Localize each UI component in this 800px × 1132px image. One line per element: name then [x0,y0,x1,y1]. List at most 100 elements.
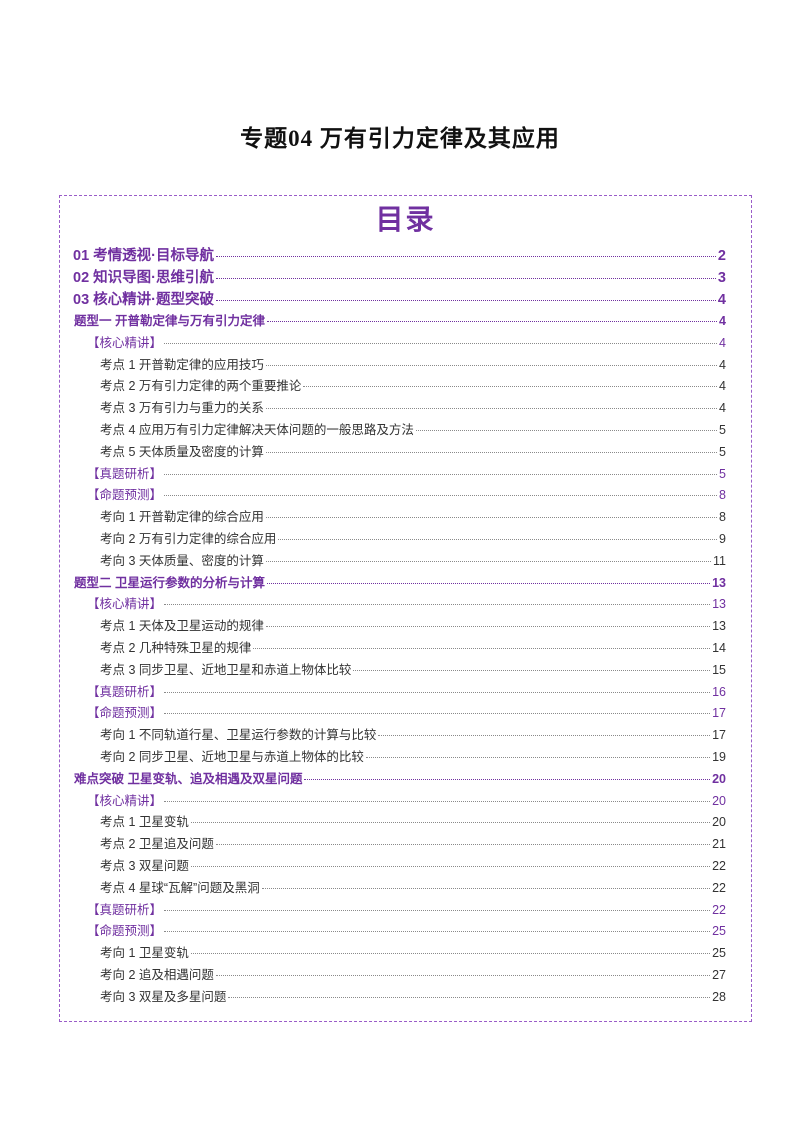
toc-dot-leader [265,364,718,366]
toc-entry-page-number: 25 [712,946,726,961]
toc-entry-title: 考点 1 卫星变轨 [100,815,189,830]
toc-entry-title: 考向 1 卫星变轨 [100,946,189,961]
toc-entry[interactable]: 考向 1 不同轨道行星、卫星运行参数的计算与比较 17 [60,724,751,746]
toc-entry[interactable]: 考点 2 几种特殊卫星的规律 14 [60,637,751,659]
toc-dot-leader [190,822,711,824]
toc-dot-leader [378,735,711,737]
toc-entry-title: 02 知识导图·思维引航 [73,270,214,286]
toc-entry-page-number: 2 [717,248,726,264]
toc-entry-page-number: 22 [712,858,726,873]
toc-entry-page-number: 11 [713,553,726,568]
toc-dot-leader [190,865,711,867]
toc-entry-title: 【核心精讲】 [87,793,163,808]
toc-dot-leader [164,342,718,344]
toc-entry-title: 【真题研析】 [87,684,163,699]
toc-entry-title: 考点 2 卫星追及问题 [100,837,214,852]
toc-dot-leader [353,669,711,671]
toc-entry-page-number: 15 [712,662,726,677]
toc-entry[interactable]: 考向 1 开普勒定律的综合应用 8 [60,506,751,528]
toc-dot-leader [215,974,711,976]
toc-entry-page-number: 5 [719,444,726,459]
toc-entry-page-number: 20 [712,771,726,786]
toc-entry-page-number: 8 [719,510,726,525]
toc-dot-leader [265,451,718,453]
toc-entry[interactable]: 【核心精讲】 13 [60,593,751,615]
toc-dot-leader [265,517,718,519]
toc-entry[interactable]: 考点 1 天体及卫星运动的规律 13 [60,615,751,637]
toc-entry-title: 考点 3 万有引力与重力的关系 [100,401,264,416]
toc-entry-page-number: 13 [712,597,726,612]
table-of-contents-box: 目录 01 考情透视·目标导航 2 02 知识导图·思维引航 3 03 核心精讲·题型突… [59,195,752,1022]
toc-entry[interactable]: 考点 3 万有引力与重力的关系 4 [60,397,751,419]
toc-entry[interactable]: 难点突破 卫星变轨、追及相遇及双星问题 20 [60,768,751,790]
toc-entry[interactable]: 【命题预测】 17 [60,702,751,724]
toc-entry-page-number: 4 [717,292,726,308]
toc-entry-title: 【真题研析】 [87,466,163,481]
toc-entry[interactable]: 考点 3 同步卫星、近地卫星和赤道上物体比较 15 [60,659,751,681]
toc-entry[interactable]: 【真题研析】 5 [60,463,751,485]
toc-entry-title: 考向 1 开普勒定律的综合应用 [100,510,264,525]
toc-entry-title: 考向 3 双星及多星问题 [100,989,227,1004]
toc-entry-page-number: 4 [719,379,726,394]
toc-entry[interactable]: 考向 2 追及相遇问题 27 [60,964,751,986]
toc-entry[interactable]: 02 知识导图·思维引航 3 [60,266,751,288]
toc-entry[interactable]: 考点 1 开普勒定律的应用技巧 4 [60,354,751,376]
toc-dot-leader [365,756,711,758]
toc-entry[interactable]: 【命题预测】 25 [60,920,751,942]
toc-entry[interactable]: 题型一 开普勒定律与万有引力定律 4 [60,310,751,332]
toc-entry[interactable]: 考向 2 同步卫星、近地卫星与赤道上物体的比较 19 [60,746,751,768]
toc-entry-page-number: 16 [712,684,726,699]
toc-entry-title: 【真题研析】 [87,902,163,917]
toc-entry[interactable]: 考点 5 天体质量及密度的计算 5 [60,441,751,463]
toc-entry[interactable]: 【真题研析】 22 [60,899,751,921]
toc-entry-title: 【命题预测】 [87,488,163,503]
toc-entry[interactable]: 考向 3 双星及多星问题 28 [60,986,751,1008]
toc-entry[interactable]: 考点 2 万有引力定律的两个重要推论 4 [60,375,751,397]
toc-entry[interactable]: 考点 4 星球“瓦解”问题及黑洞 22 [60,877,751,899]
toc-dot-leader [216,300,716,301]
toc-entry-page-number: 5 [719,422,726,437]
toc-entry[interactable]: 考点 1 卫星变轨 20 [60,811,751,833]
toc-entry-page-number: 19 [712,749,726,764]
toc-dot-leader [164,691,711,693]
toc-entry[interactable]: 考向 1 卫星变轨 25 [60,942,751,964]
toc-entry-page-number: 17 [712,706,726,721]
toc-entry[interactable]: 考点 2 卫星追及问题 21 [60,833,751,855]
toc-entry[interactable]: 考点 4 应用万有引力定律解决天体问题的一般思路及方法 5 [60,419,751,441]
toc-dot-leader [164,604,711,606]
toc-entry-page-number: 27 [712,967,726,982]
toc-dot-leader [164,713,711,715]
toc-dot-leader [415,429,718,431]
toc-entry-page-number: 5 [719,466,726,481]
toc-heading: 目录 [375,204,436,235]
toc-dot-leader [216,256,716,257]
toc-entry[interactable]: 【真题研析】 16 [60,681,751,703]
toc-entry[interactable]: 【核心精讲】 20 [60,790,751,812]
toc-entry[interactable]: 考点 3 双星问题 22 [60,855,751,877]
toc-list: 01 考情透视·目标导航 2 02 知识导图·思维引航 3 03 核心精讲·题型突破 4 题… [60,244,751,1008]
toc-entry[interactable]: 【命题预测】 8 [60,484,751,506]
toc-dot-leader [216,278,716,279]
toc-entry-title: 题型二 卫星运行参数的分析与计算 [74,575,265,590]
toc-entry-page-number: 14 [712,640,726,655]
toc-entry[interactable]: 03 核心精讲·题型突破 4 [60,288,751,310]
toc-entry-page-number: 22 [712,902,726,917]
toc-entry[interactable]: 考向 2 万有引力定律的综合应用 9 [60,528,751,550]
toc-entry-title: 03 核心精讲·题型突破 [73,292,214,308]
toc-dot-leader [164,909,711,911]
toc-dot-leader [164,473,718,475]
toc-entry[interactable]: 题型二 卫星运行参数的分析与计算 13 [60,572,751,594]
toc-entry-title: 考向 2 追及相遇问题 [100,967,214,982]
toc-dot-leader [303,386,718,388]
toc-dot-leader [164,800,711,802]
toc-entry-title: 考向 2 同步卫星、近地卫星与赤道上物体的比较 [100,749,364,764]
toc-entry-title: 【核心精讲】 [87,597,163,612]
toc-entry-page-number: 21 [712,837,726,852]
toc-dot-leader [304,778,711,780]
toc-entry-title: 考点 3 同步卫星、近地卫星和赤道上物体比较 [100,662,352,677]
toc-entry[interactable]: 01 考情透视·目标导航 2 [60,244,751,266]
toc-entry[interactable]: 考向 3 天体质量、密度的计算 11 [60,550,751,572]
toc-dot-leader [265,626,711,628]
toc-entry[interactable]: 【核心精讲】 4 [60,332,751,354]
toc-dot-leader [278,538,718,540]
